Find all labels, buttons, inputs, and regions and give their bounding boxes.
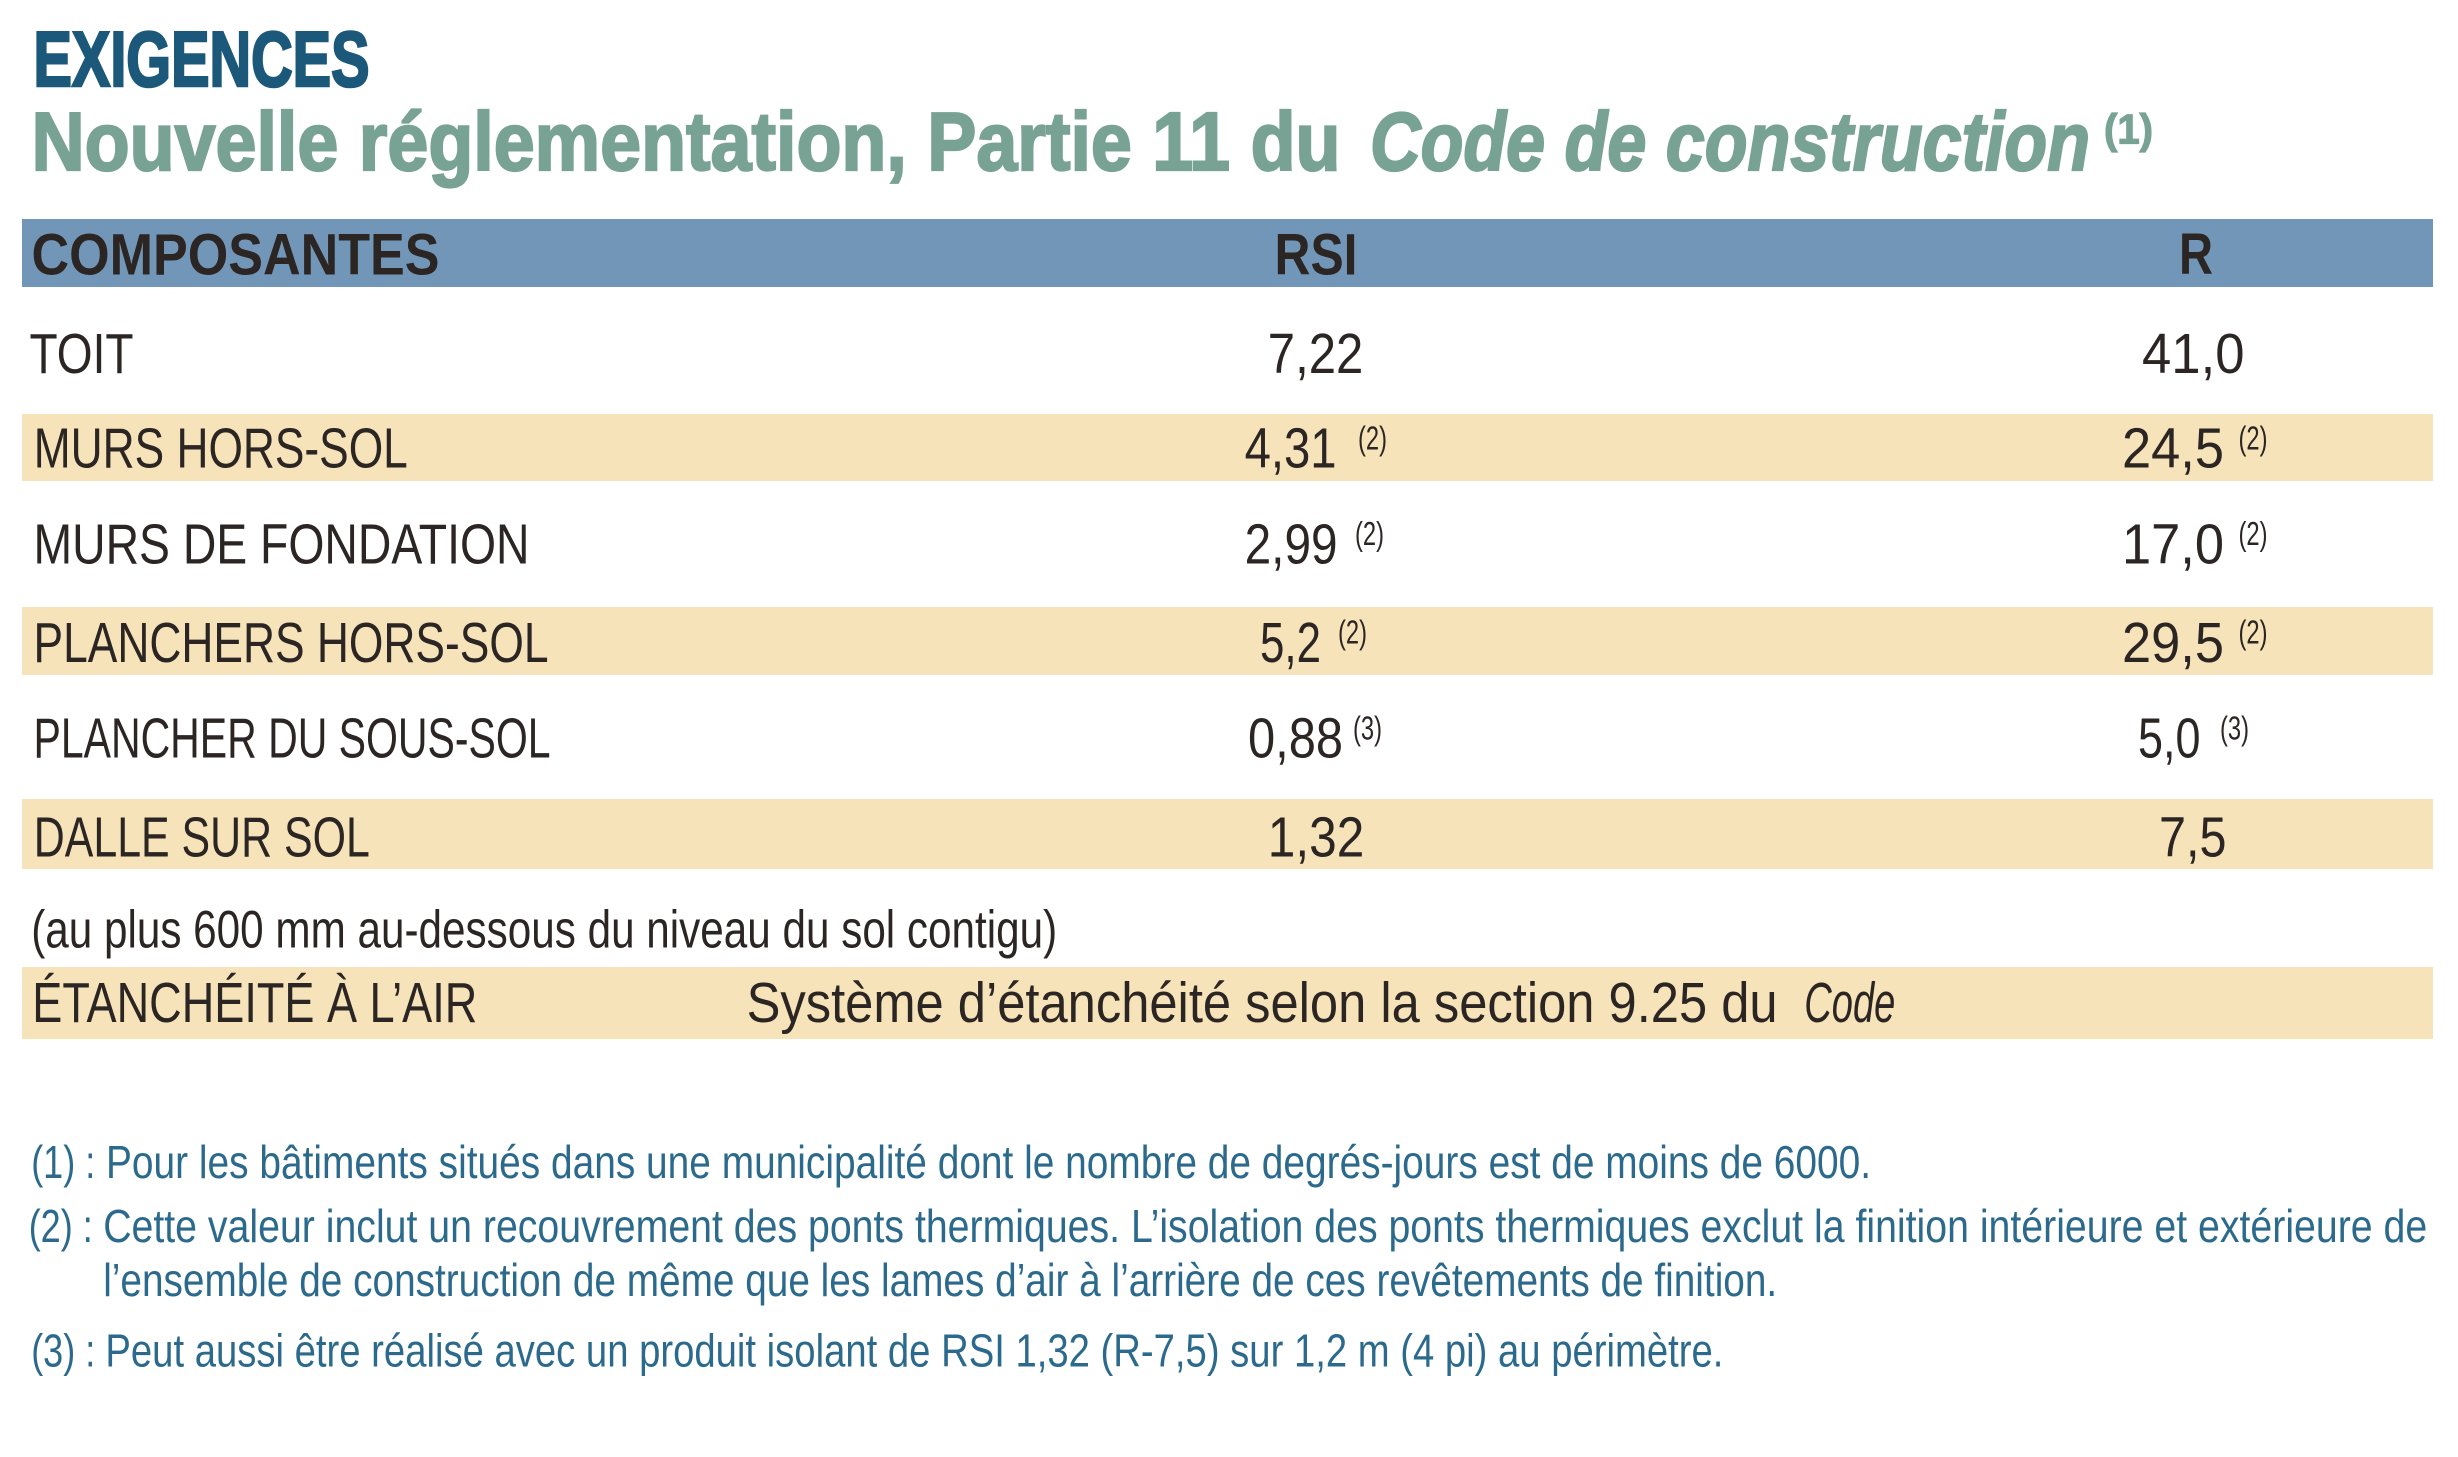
svg-text:(2): (2) — [1358, 419, 1387, 456]
svg-text:0,88: 0,88 — [1248, 707, 1343, 771]
svg-text:(au plus 600 mm au-dessous du: (au plus 600 mm au-dessous du niveau du … — [31, 901, 1057, 960]
svg-text:COMPOSANTES: COMPOSANTES — [32, 223, 440, 288]
svg-text:(3): (3) — [1353, 710, 1382, 747]
svg-text:(2): (2) — [2239, 515, 2268, 552]
svg-text:2,99: 2,99 — [1245, 512, 1338, 576]
svg-text:DALLE SUR SOL: DALLE SUR SOL — [34, 805, 370, 869]
svg-text:(3) :: (3) : — [31, 1324, 95, 1376]
svg-text:PLANCHER DU SOUS-SOL: PLANCHER DU SOUS-SOL — [34, 707, 551, 771]
svg-text:ÉTANCHÉITÉ À L’AIR: ÉTANCHÉITÉ À L’AIR — [32, 971, 477, 1035]
svg-text:(1) :: (1) : — [31, 1136, 95, 1188]
svg-text:EXIGENCES: EXIGENCES — [34, 15, 370, 103]
svg-text:Cette valeur inclut un recouvr: Cette valeur inclut un recouvrement des … — [103, 1200, 2427, 1252]
svg-text:5,0: 5,0 — [2138, 707, 2201, 771]
svg-text:7,22: 7,22 — [1268, 322, 1364, 386]
svg-text:7,5: 7,5 — [2159, 805, 2227, 869]
svg-text:(2): (2) — [1355, 515, 1384, 552]
svg-text:TOIT: TOIT — [30, 322, 134, 386]
svg-text:Pour les bâtiments situés dans: Pour les bâtiments situés dans une munic… — [106, 1136, 1871, 1188]
svg-text:(3): (3) — [2220, 710, 2249, 747]
svg-text:MURS HORS-SOL: MURS HORS-SOL — [34, 417, 408, 481]
svg-text:Nouvelle réglementation, Parti: Nouvelle réglementation, Partie 11 du — [32, 95, 1341, 188]
svg-text:Code: Code — [1804, 971, 1895, 1035]
svg-text:5,2: 5,2 — [1260, 611, 1321, 675]
svg-text:1,32: 1,32 — [1268, 805, 1365, 869]
svg-text:(2): (2) — [2239, 419, 2268, 456]
svg-text:Peut aussi être réalisé avec u: Peut aussi être réalisé avec un produit … — [105, 1324, 1723, 1376]
svg-text:4,31: 4,31 — [1245, 417, 1337, 481]
svg-text:41,0: 41,0 — [2142, 322, 2245, 386]
svg-text:PLANCHERS HORS-SOL: PLANCHERS HORS-SOL — [34, 611, 549, 675]
svg-text:RSI: RSI — [1275, 223, 1358, 288]
svg-text:Code de construction: Code de construction — [1370, 95, 2090, 188]
svg-text:(1): (1) — [2104, 106, 2153, 153]
svg-text:Système d’étanchéité selon la: Système d’étanchéité selon la section 9.… — [747, 971, 1778, 1035]
svg-text:(2): (2) — [1338, 614, 1367, 651]
svg-text:17,0: 17,0 — [2122, 512, 2224, 576]
svg-text:(2) :: (2) : — [29, 1200, 93, 1252]
svg-text:MURS DE FONDATION: MURS DE FONDATION — [34, 512, 530, 576]
svg-text:29,5: 29,5 — [2122, 611, 2224, 675]
svg-text:l’ensemble de construction de: l’ensemble de construction de même que l… — [103, 1254, 1777, 1306]
svg-text:R: R — [2179, 222, 2213, 287]
svg-text:24,5: 24,5 — [2122, 417, 2224, 481]
svg-text:(2): (2) — [2239, 614, 2268, 651]
